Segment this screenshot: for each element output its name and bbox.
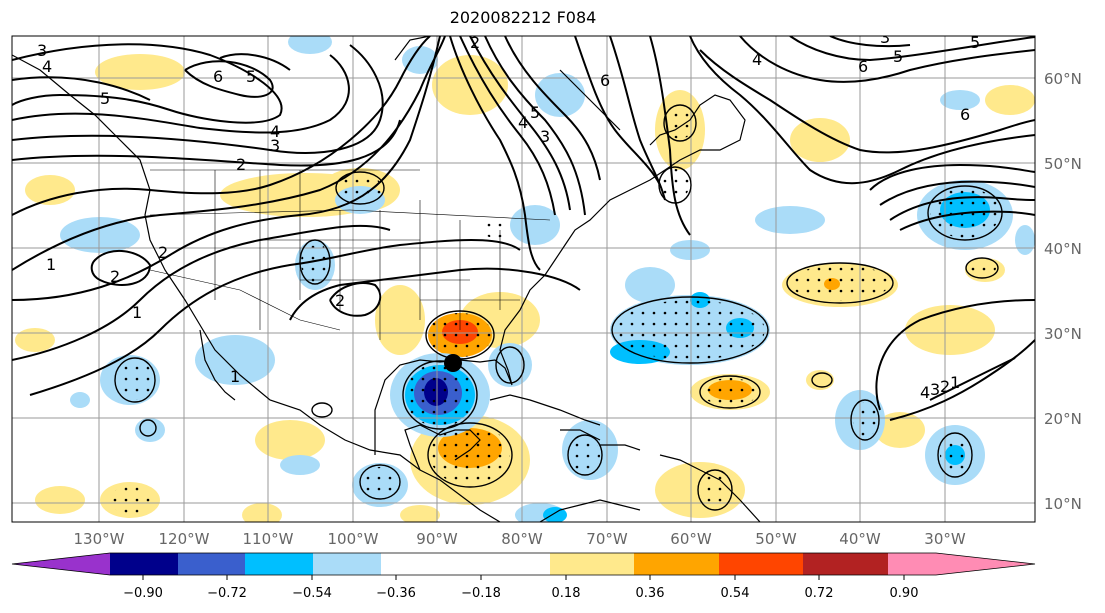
contour-label: 6 xyxy=(858,57,868,76)
stippling xyxy=(110,107,1000,514)
lon-label: 120°W xyxy=(159,530,210,548)
lon-label: 70°W xyxy=(586,530,628,548)
lat-label: 60°N xyxy=(1044,70,1082,88)
lon-label: 30°W xyxy=(924,530,966,548)
contour-label: 2 xyxy=(940,377,950,396)
colorbar-ticks xyxy=(142,575,905,580)
contour-label: 6 xyxy=(213,67,223,86)
lat-label: 30°N xyxy=(1044,325,1082,343)
lat-label: 50°N xyxy=(1044,155,1082,173)
lat-label: 10°N xyxy=(1044,495,1082,513)
contour-label: 4 xyxy=(518,113,528,132)
contour-label: 1 xyxy=(132,303,142,322)
colorbar-tick-label: 0.54 xyxy=(721,586,750,601)
colorbar-tick-label: −0.36 xyxy=(376,586,416,601)
colorbar-cell xyxy=(634,553,719,575)
contour-label: 5 xyxy=(530,103,540,122)
map-frame xyxy=(11,35,1036,523)
lon-label: 110°W xyxy=(243,530,294,548)
latitude-labels: 60°N 50°N 40°N 30°N 20°N 10°N xyxy=(1044,70,1082,513)
colorbar-cell xyxy=(803,553,888,575)
colorbar-cell xyxy=(936,553,1035,575)
colorbar-cell xyxy=(550,553,634,575)
colorbar-outline xyxy=(11,552,1036,576)
colorbar-tick-label: −0.54 xyxy=(292,586,332,601)
colorbar-tick-label: −0.90 xyxy=(123,586,163,601)
colorbar-cell xyxy=(888,553,936,575)
colorbar-cell xyxy=(178,553,245,575)
contour-label: 3 xyxy=(270,136,280,155)
significance-outlines xyxy=(114,104,1003,511)
map-title: 2020082212 F084 xyxy=(449,8,597,27)
lat-label: 40°N xyxy=(1044,240,1082,258)
contour-label: 3 xyxy=(37,41,47,60)
contour-label: 5 xyxy=(100,89,110,108)
colorbar-tick-label: 0.72 xyxy=(805,586,834,601)
contour-label: 4 xyxy=(752,50,762,69)
contour-label: 6 xyxy=(960,105,970,124)
contour-label: 1 xyxy=(230,367,240,386)
colorbar-cell xyxy=(110,553,178,575)
contour-label: 4 xyxy=(270,122,280,141)
colorbar-cell xyxy=(381,553,466,575)
graticule xyxy=(12,36,1035,522)
contour-lines xyxy=(12,36,1035,421)
colorbar-cell xyxy=(719,553,803,575)
contour-label: 4 xyxy=(42,57,52,76)
longitude-labels: 130°W 120°W 110°W 100°W 90°W 80°W 70°W 6… xyxy=(74,530,966,548)
contour-label: 6 xyxy=(600,71,610,90)
lon-label: 90°W xyxy=(416,530,458,548)
contour-label: 5 xyxy=(970,33,980,52)
storm-center-marker xyxy=(444,354,462,372)
contour-label: 2 xyxy=(158,243,168,262)
colorbar-tick-label: 0.18 xyxy=(552,586,581,601)
lon-label: 80°W xyxy=(501,530,543,548)
contour-label: 2 xyxy=(110,267,120,286)
contour-label: 2 xyxy=(470,33,480,52)
map-plot-area: 3 4 5 6 5 4 3 2 2 1 1 2 2 1 2 3 4 5 6 4 … xyxy=(12,28,1035,522)
lat-label: 20°N xyxy=(1044,410,1082,428)
colorbar: −0.90 −0.72 −0.54 −0.36 −0.18 0.18 0.36 … xyxy=(11,552,1036,601)
contour-label: 1 xyxy=(950,373,960,392)
contour-label: 3 xyxy=(880,28,890,47)
contour-label: 2 xyxy=(335,291,345,310)
contour-label: 5 xyxy=(246,67,256,86)
lon-label: 130°W xyxy=(74,530,125,548)
colorbar-tick-label: 0.36 xyxy=(636,586,665,601)
colorbar-cell xyxy=(245,553,313,575)
contour-label: 3 xyxy=(540,127,550,146)
lon-label: 50°W xyxy=(755,530,797,548)
lon-label: 40°W xyxy=(839,530,881,548)
colorbar-cell xyxy=(313,553,381,575)
colorbar-tick-label: −0.72 xyxy=(207,586,247,601)
contour-label: 2 xyxy=(236,155,246,174)
colorbar-tick-label: 0.90 xyxy=(890,586,919,601)
contour-label: 1 xyxy=(46,255,56,274)
contour-value-labels: 3 4 5 6 5 4 3 2 2 1 1 2 2 1 2 3 4 5 6 4 … xyxy=(37,28,980,402)
contour-label: 5 xyxy=(893,47,903,66)
colorbar-tick-label: −0.18 xyxy=(461,586,501,601)
lon-label: 100°W xyxy=(328,530,379,548)
contour-label: 4 xyxy=(920,383,930,402)
contour-label: 3 xyxy=(930,380,940,399)
coastlines xyxy=(12,36,761,522)
colorbar-cell xyxy=(466,553,550,575)
colorbar-cell xyxy=(12,553,110,575)
lon-label: 60°W xyxy=(670,530,712,548)
